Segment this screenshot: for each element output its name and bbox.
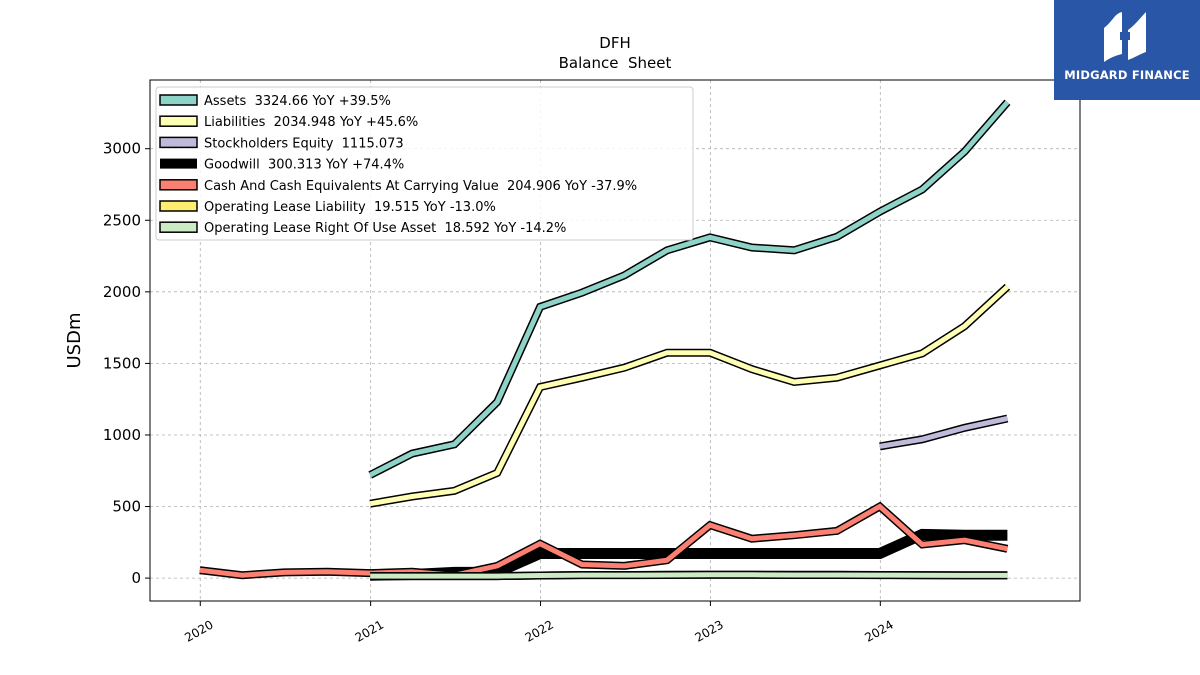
series-line-path [369,100,1010,478]
series-line-path [369,284,1010,507]
series-line-path [199,503,1008,578]
legend-swatch [159,200,198,212]
legend-entry: Cash And Cash Equivalents At Carrying Va… [159,179,637,194]
y-axis-label: USDm [64,313,85,369]
legend-label: Goodwill 300.313 YoY +74.4% [204,158,404,173]
legend: Assets 3324.66 YoY +39.5% Liabilities 203… [155,86,694,241]
legend-swatch [159,221,198,233]
x-tick-label: 2021 [353,617,386,644]
y-tick-label: 2000 [103,283,141,301]
brand-name: MIDGARD FINANCE [1064,68,1190,82]
legend-swatch [159,136,198,149]
y-tick-label: 0 [131,569,141,587]
legend-entry: Operating Lease Liability 19.515 YoY -13… [159,200,496,215]
y-tick-label: 500 [112,498,141,516]
series-line-outline [369,283,1011,508]
series-line [879,414,1009,451]
brand-logo: MIDGARD FINANCE [1054,0,1200,100]
series-line [368,99,1011,479]
series-line-path [370,572,1008,579]
legend-label: Assets 3324.66 YoY +39.5% [204,94,391,109]
chart-subtitle: Balance Sheet [559,54,672,72]
x-tick-label: 2024 [862,617,895,644]
legend-swatch [159,115,198,127]
series-line [370,570,1008,581]
x-tick-label: 2020 [182,617,215,644]
plot-frame [149,79,1081,602]
legend-label: Operating Lease Liability 19.515 YoY -13… [204,200,496,215]
x-tick-label: 2023 [692,617,725,644]
legend-entry: Liabilities 2034.948 YoY +45.6% [159,115,418,130]
legend-box [155,86,694,241]
legend-swatch [159,179,198,191]
series-lines [199,99,1011,581]
y-tick-label: 3000 [103,140,141,158]
series-line [199,501,1009,580]
series-line [369,283,1011,508]
chart-title: DFH [599,34,630,52]
y-tick-label: 1500 [103,354,141,372]
legend-label: Operating Lease Right Of Use Asset 18.59… [204,221,566,236]
y-tick-label: 2500 [103,211,141,229]
y-tick-label: 1000 [103,426,141,444]
series-line-path [879,416,1008,449]
legend-label: Liabilities 2034.948 YoY +45.6% [204,115,418,130]
x-tick-label: 2022 [523,617,556,644]
legend-label: Cash And Cash Equivalents At Carrying Va… [204,179,637,194]
legend-entry: Operating Lease Right Of Use Asset 18.59… [159,221,566,236]
legend-swatch [160,158,197,169]
legend-entry: Assets 3324.66 YoY +39.5% [159,94,391,109]
legend-entry: Stockholders Equity 1115.073 [159,136,404,151]
legend-swatch [159,94,198,106]
brand-mark-icon [1104,12,1146,62]
legend-entry: Goodwill 300.313 YoY +74.4% [160,158,404,173]
legend-label: Stockholders Equity 1115.073 [204,136,404,151]
